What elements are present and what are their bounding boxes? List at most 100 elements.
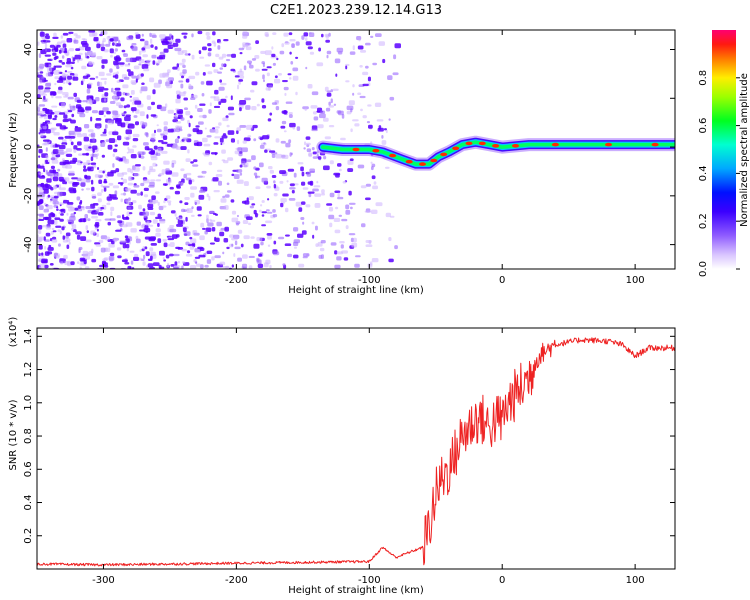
spectrogram-cell <box>97 86 105 90</box>
spectrogram-cell <box>150 156 158 161</box>
spectrogram-cell <box>114 144 118 147</box>
spectrogram-cell <box>349 158 354 161</box>
spectrogram-cell <box>138 63 142 66</box>
y-tick-label: 1.2 <box>23 362 34 378</box>
colorbar-tick-label: 0.0 <box>698 261 709 277</box>
spectrogram-cell <box>61 55 65 59</box>
spectrogram-cell <box>263 79 265 83</box>
spectrogram-cell <box>188 83 192 89</box>
spectrogram-cell <box>163 130 168 135</box>
spectrogram-cell <box>206 259 212 264</box>
spectrogram-cell <box>362 71 369 76</box>
spectrogram-cell <box>130 75 134 78</box>
spectrogram-cell <box>190 161 194 164</box>
spectrogram-cell <box>92 203 99 206</box>
spectrogram-cell <box>70 61 75 64</box>
spectrogram-cell <box>146 59 152 63</box>
spectrogram-cell <box>167 262 170 268</box>
spectrogram-cell <box>105 43 111 47</box>
spectrogram-cell <box>76 148 82 151</box>
spectrogram-cell <box>171 172 179 177</box>
spectrogram-cell <box>213 142 219 145</box>
spectrogram-cell <box>228 267 233 269</box>
spectrogram-cell <box>329 222 333 228</box>
spectrogram-cell <box>228 112 235 116</box>
spectrogram-cell <box>196 263 201 267</box>
spectrogram-cell <box>219 67 223 70</box>
spectrogram-cell <box>208 211 215 214</box>
spectrogram-cell <box>175 113 179 118</box>
spectrogram-cell <box>58 77 63 81</box>
spectrogram-cell <box>133 167 140 172</box>
spectrogram-cell <box>96 228 99 232</box>
spectrogram-cell <box>95 118 102 121</box>
spectrogram-cell <box>50 165 55 169</box>
spectrogram-cell <box>195 125 200 128</box>
spectrogram-cell <box>73 148 77 153</box>
spectrogram-cell <box>102 185 110 188</box>
spectrogram-cell <box>289 77 292 80</box>
spectrogram-cell <box>116 102 121 107</box>
spectrogram-cell <box>169 186 174 190</box>
spectrogram-cell <box>45 225 52 230</box>
spectrogram-cell <box>125 57 133 63</box>
spectrogram-cell <box>83 136 89 142</box>
spectrogram-cell <box>190 238 197 244</box>
spectrogram-cell <box>197 246 204 249</box>
spectrogram-cell <box>279 180 284 184</box>
spectrogram-cell <box>97 198 102 203</box>
spectrogram-cell <box>213 42 217 47</box>
spectrogram-cell <box>324 33 329 37</box>
spectrogram-cell <box>159 54 166 60</box>
spectrogram-cell <box>68 31 74 34</box>
spectrogram-cell <box>61 102 66 108</box>
spectrogram-cell <box>171 35 174 40</box>
spectrogram-cell <box>125 129 132 135</box>
spectrogram-cell <box>41 258 48 264</box>
spectrogram-cell <box>258 253 263 257</box>
snr-line <box>37 337 675 567</box>
spectrogram-cell <box>394 245 398 250</box>
snr-y-axis: 0.2 0.4 0.6 0.8 1.0 1.2 1.4 <box>23 328 675 544</box>
spectrogram-cell <box>37 113 43 116</box>
spectrogram-cell <box>109 101 116 104</box>
spectrogram-cell <box>86 159 91 165</box>
spectrogram-cell <box>60 35 64 39</box>
spectrogram-cell <box>45 232 51 237</box>
spectrogram-cell <box>199 235 205 241</box>
spectrogram-cell <box>381 135 384 139</box>
spectrogram-cell <box>214 152 217 156</box>
spectrogram-cell <box>47 67 52 73</box>
spectrogram-cell <box>41 252 44 256</box>
spectrogram-cell <box>345 80 350 83</box>
spectrogram-cell <box>170 210 176 214</box>
signal-hotspot <box>492 144 500 148</box>
spectrogram-cell <box>85 187 91 191</box>
spectrogram-cell <box>209 102 212 107</box>
spectrogram-cell <box>219 79 222 83</box>
spectrogram-cell <box>85 206 92 210</box>
spectrogram-cell <box>139 229 145 232</box>
spectrogram-cell <box>335 73 338 77</box>
spectrogram-cell <box>145 132 149 138</box>
spectrogram-cell <box>117 255 122 259</box>
spectrogram-cell <box>365 244 373 247</box>
spectrogram-cell <box>281 154 289 159</box>
spectrogram-cell <box>207 47 212 52</box>
spectrogram-cell <box>130 168 134 174</box>
spectrogram-cell <box>305 37 308 41</box>
spectrogram-cell <box>95 244 102 247</box>
spectrogram-cell <box>59 261 64 265</box>
spectrogram-cell <box>147 148 153 151</box>
spectrogram-cell <box>76 99 82 103</box>
spectrogram-cell <box>375 202 383 207</box>
spectrogram-cell <box>260 50 266 54</box>
spectrogram-cell <box>287 168 295 172</box>
spectrogram-cell <box>63 95 68 98</box>
spectrogram-cell <box>175 125 180 130</box>
spectrogram-cell <box>37 105 41 111</box>
spectrogram-cell <box>283 32 289 37</box>
spectrogram-cell <box>229 234 235 238</box>
spectrogram-cell <box>183 91 187 94</box>
spectrogram-cell <box>62 92 69 96</box>
